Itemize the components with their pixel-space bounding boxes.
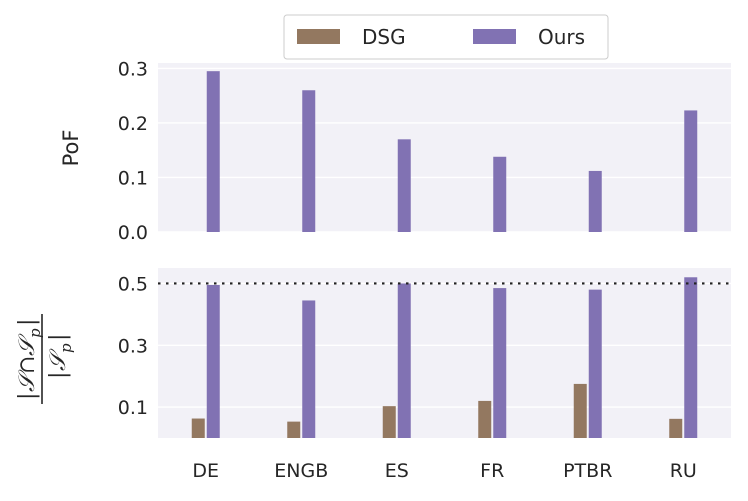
top-bar-ours-de xyxy=(206,71,220,232)
legend-label-ours: Ours xyxy=(538,25,585,49)
top-y-ticks: 0.0 0.1 0.2 0.3 xyxy=(118,58,148,244)
legend: DSG Ours xyxy=(283,14,609,60)
x-tick-label-engb: ENGB xyxy=(274,460,328,482)
svg-text:p: p xyxy=(26,328,44,338)
legend-swatch-dsg xyxy=(297,29,340,44)
legend-swatch-ours xyxy=(473,29,516,44)
top-y-tick-label: 0.1 xyxy=(118,167,148,189)
bottom-y-tick-label: 0.5 xyxy=(118,273,148,295)
bottom-bar-dsg-ptbr xyxy=(573,383,587,438)
top-bars xyxy=(206,71,698,233)
x-tick-labels: DE ENGB ES FR PTBR RU xyxy=(192,460,696,482)
bottom-bar-dsg-de xyxy=(191,418,205,438)
svg-text:|: | xyxy=(46,372,71,379)
svg-text:p: p xyxy=(57,343,75,353)
bottom-bar-dsg-fr xyxy=(478,400,492,438)
top-bar-ours-ptbr xyxy=(588,170,602,232)
top-y-tick-label: 0.0 xyxy=(118,222,148,244)
bottom-panel: 0.1 0.3 0.5 DE ENGB ES FR PTBR RU | 𝒮 ∩ 𝒮 p | |… xyxy=(15,268,731,482)
svg-text:|: | xyxy=(46,334,71,341)
bottom-panel-background xyxy=(158,268,731,438)
top-panel: 0.0 0.1 0.2 0.3 PoF xyxy=(59,58,731,244)
top-bar-ours-ru xyxy=(684,110,698,232)
top-bar-ours-engb xyxy=(302,90,316,233)
bottom-y-ticks: 0.1 0.3 0.5 xyxy=(118,273,148,419)
top-gridlines xyxy=(158,67,731,233)
top-y-tick-label: 0.2 xyxy=(118,113,148,135)
bottom-bar-ours-es xyxy=(397,283,411,438)
top-bar-ours-fr xyxy=(493,156,507,232)
x-tick-label-es: ES xyxy=(385,460,409,482)
bottom-y-axis-label: | 𝒮 ∩ 𝒮 p | | 𝒮 p | xyxy=(15,314,75,404)
svg-text:|: | xyxy=(15,319,40,326)
x-tick-label-fr: FR xyxy=(480,460,504,482)
bottom-bar-ours-ptbr xyxy=(588,289,602,438)
bottom-bars xyxy=(191,277,698,438)
bottom-bar-dsg-engb xyxy=(287,421,301,438)
bottom-bar-ours-fr xyxy=(493,288,507,438)
bottom-y-tick-label: 0.3 xyxy=(118,335,148,357)
bottom-y-tick-label: 0.1 xyxy=(118,397,148,419)
legend-label-dsg: DSG xyxy=(362,25,406,49)
bottom-bar-dsg-es xyxy=(382,406,396,438)
svg-text:∩: ∩ xyxy=(15,356,40,374)
x-tick-label-ru: RU xyxy=(670,460,697,482)
bottom-bar-ours-ru xyxy=(684,277,698,438)
bottom-gridlines xyxy=(158,282,731,408)
x-tick-label-de: DE xyxy=(192,460,219,482)
legend-frame xyxy=(283,14,609,60)
top-panel-background xyxy=(158,63,731,232)
x-tick-label-ptbr: PTBR xyxy=(563,460,612,482)
bottom-bar-dsg-ru xyxy=(669,418,683,438)
bottom-bar-ours-engb xyxy=(302,300,316,438)
top-y-tick-label: 0.3 xyxy=(118,58,148,80)
bottom-bar-ours-de xyxy=(206,285,220,438)
top-bar-ours-es xyxy=(397,139,411,232)
svg-text:|: | xyxy=(15,393,40,400)
top-y-axis-label: PoF xyxy=(59,130,83,167)
